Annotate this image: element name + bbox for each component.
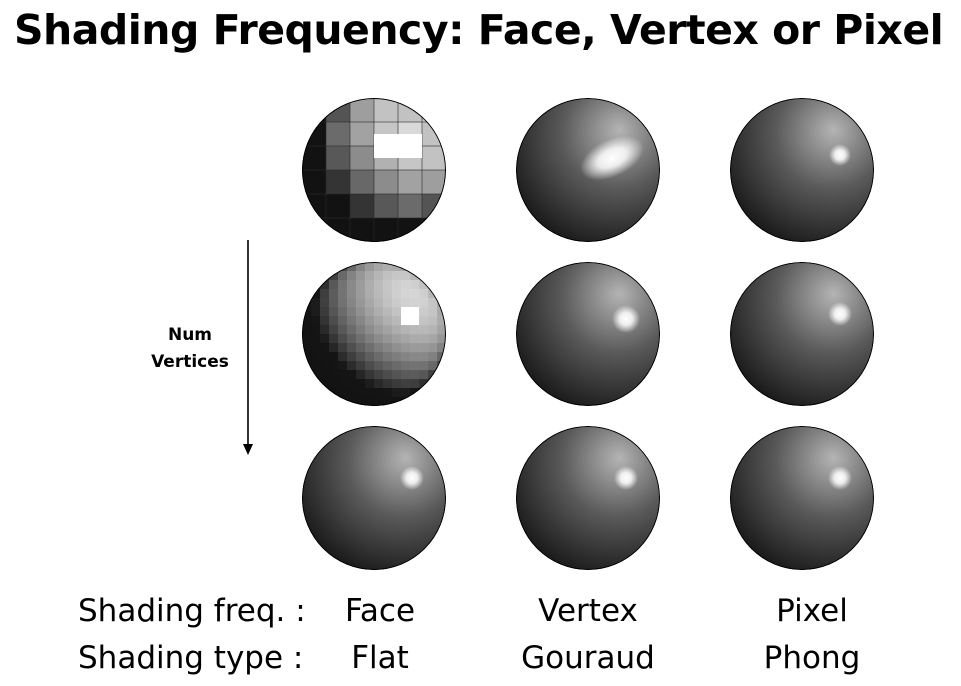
freq-pixel: Pixel [776, 593, 848, 629]
sphere-row3-col3 [730, 426, 874, 570]
sphere-row3-col1 [302, 426, 446, 570]
sphere-row1-col2 [516, 98, 660, 242]
num-vertices-arrow [243, 240, 253, 455]
sphere-row1-col3 [730, 98, 874, 242]
num-vertices-label: Num Vertices [140, 322, 240, 376]
type-phong: Phong [763, 640, 861, 676]
sphere-row2-col3 [730, 262, 874, 406]
sphere-row2-col1 [302, 262, 446, 406]
shading-type-label: Shading type : [78, 640, 304, 676]
sphere-row2-col2 [516, 262, 660, 406]
freq-vertex: Vertex [538, 593, 638, 629]
sphere-row1-col1 [302, 98, 446, 242]
type-gouraud: Gouraud [521, 640, 655, 676]
axis-label-line-1: Num [167, 325, 213, 345]
shading-freq-label: Shading freq. : [78, 593, 306, 629]
slide-title: Shading Frequency: Face, Vertex or Pixel [14, 6, 944, 54]
axis-label-line-2: Vertices [151, 352, 229, 372]
type-flat: Flat [351, 640, 409, 676]
freq-face: Face [344, 593, 416, 629]
sphere-row3-col2 [516, 426, 660, 570]
